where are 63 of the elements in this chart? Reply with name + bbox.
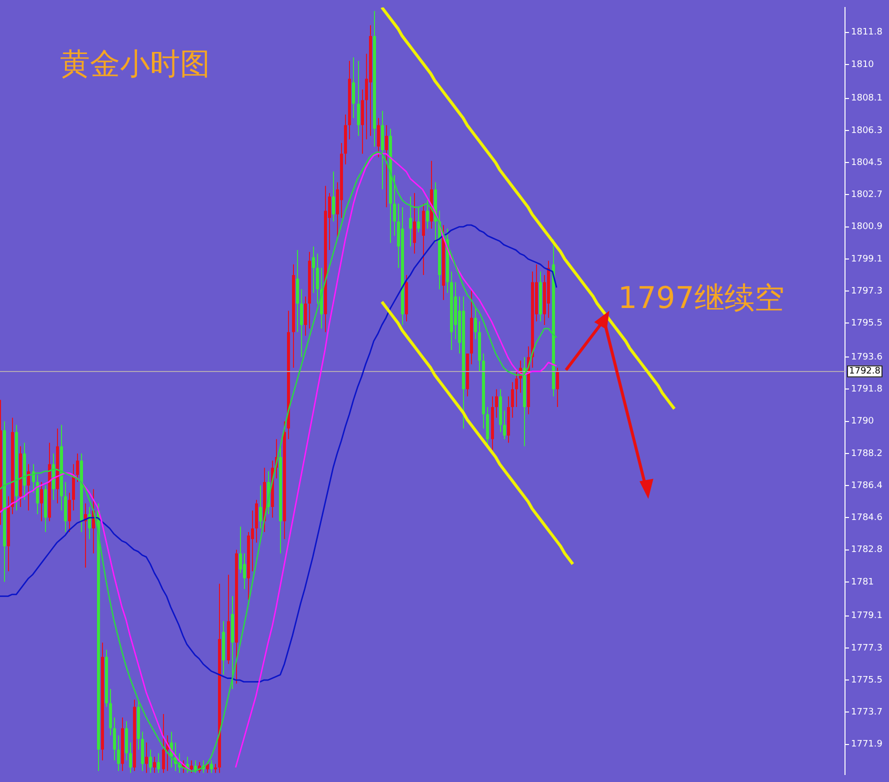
candlestick — [385, 124, 388, 208]
y-tick-label: 1775.5 — [851, 675, 882, 686]
text: 黄金小时图 — [60, 46, 210, 84]
y-tick-label: 1773.7 — [851, 707, 882, 718]
annotation: 1797继续空 — [618, 280, 784, 318]
y-tick-label: 1790 — [851, 416, 874, 427]
y-tick-label: 1808.1 — [851, 94, 882, 104]
y-tick-label: 1777.3 — [851, 643, 882, 654]
candlestick — [495, 388, 498, 418]
candlestick — [377, 118, 380, 158]
candlestick — [413, 192, 416, 254]
candlestick — [113, 717, 116, 761]
candlestick — [474, 306, 477, 340]
candlestick — [556, 367, 559, 408]
candlestick — [393, 174, 396, 236]
candlestick — [40, 481, 43, 522]
candlestick — [417, 206, 420, 233]
y-tick-label: 1811.8 — [851, 28, 883, 38]
candlestick — [409, 196, 412, 247]
ref-line-label: 1792.8 — [849, 366, 881, 377]
candlestick — [426, 200, 429, 230]
candlestick — [243, 552, 246, 590]
candlestick — [312, 246, 315, 294]
candlestick — [153, 756, 156, 774]
candlestick — [145, 742, 148, 774]
candlestick — [149, 749, 152, 774]
candlestick — [352, 56, 355, 119]
candlestick — [88, 506, 91, 540]
candlestick — [300, 288, 303, 358]
candlestick — [129, 742, 132, 774]
y-tick-label: 1771.9 — [851, 740, 883, 750]
candlestick — [304, 296, 307, 336]
candlestick — [357, 60, 360, 136]
y-tick-label: 1795.5 — [851, 318, 882, 329]
y-tick-label: 1800.9 — [851, 222, 883, 232]
candlestick — [503, 410, 506, 440]
y-tick-label: 1784.6 — [851, 513, 883, 524]
candlestick — [511, 382, 514, 418]
candlestick — [157, 752, 160, 774]
candlestick — [76, 452, 79, 482]
y-tick-label: 1782.8 — [851, 545, 883, 556]
candlestick — [190, 760, 193, 774]
y-tick-label: 1786.4 — [851, 480, 883, 491]
y-tick-label: 1802.7 — [851, 190, 882, 200]
candlestick — [117, 734, 120, 772]
y-tick-label: 1781 — [851, 577, 874, 588]
candlestick — [316, 253, 319, 304]
candlestick — [259, 485, 262, 529]
candlestick — [68, 492, 71, 532]
y-tick-label: 1793.6 — [851, 352, 883, 362]
candlestick — [36, 474, 39, 515]
candlestick — [210, 760, 213, 774]
y-tick-label: 1797.3 — [851, 286, 882, 296]
y-tick-label: 1804.5 — [851, 158, 882, 168]
y-tick-label: 1791.8 — [851, 384, 883, 395]
y-tick-label: 1810 — [851, 60, 874, 70]
candlestick — [332, 171, 335, 222]
y-tick-label: 1806.3 — [851, 126, 882, 136]
y-tick-label: 1799.1 — [851, 254, 882, 264]
candlestick — [515, 370, 518, 408]
candlestick — [162, 713, 165, 774]
y-tick-label: 1779.1 — [851, 611, 882, 622]
y-tick-label: 1788.2 — [851, 448, 882, 459]
